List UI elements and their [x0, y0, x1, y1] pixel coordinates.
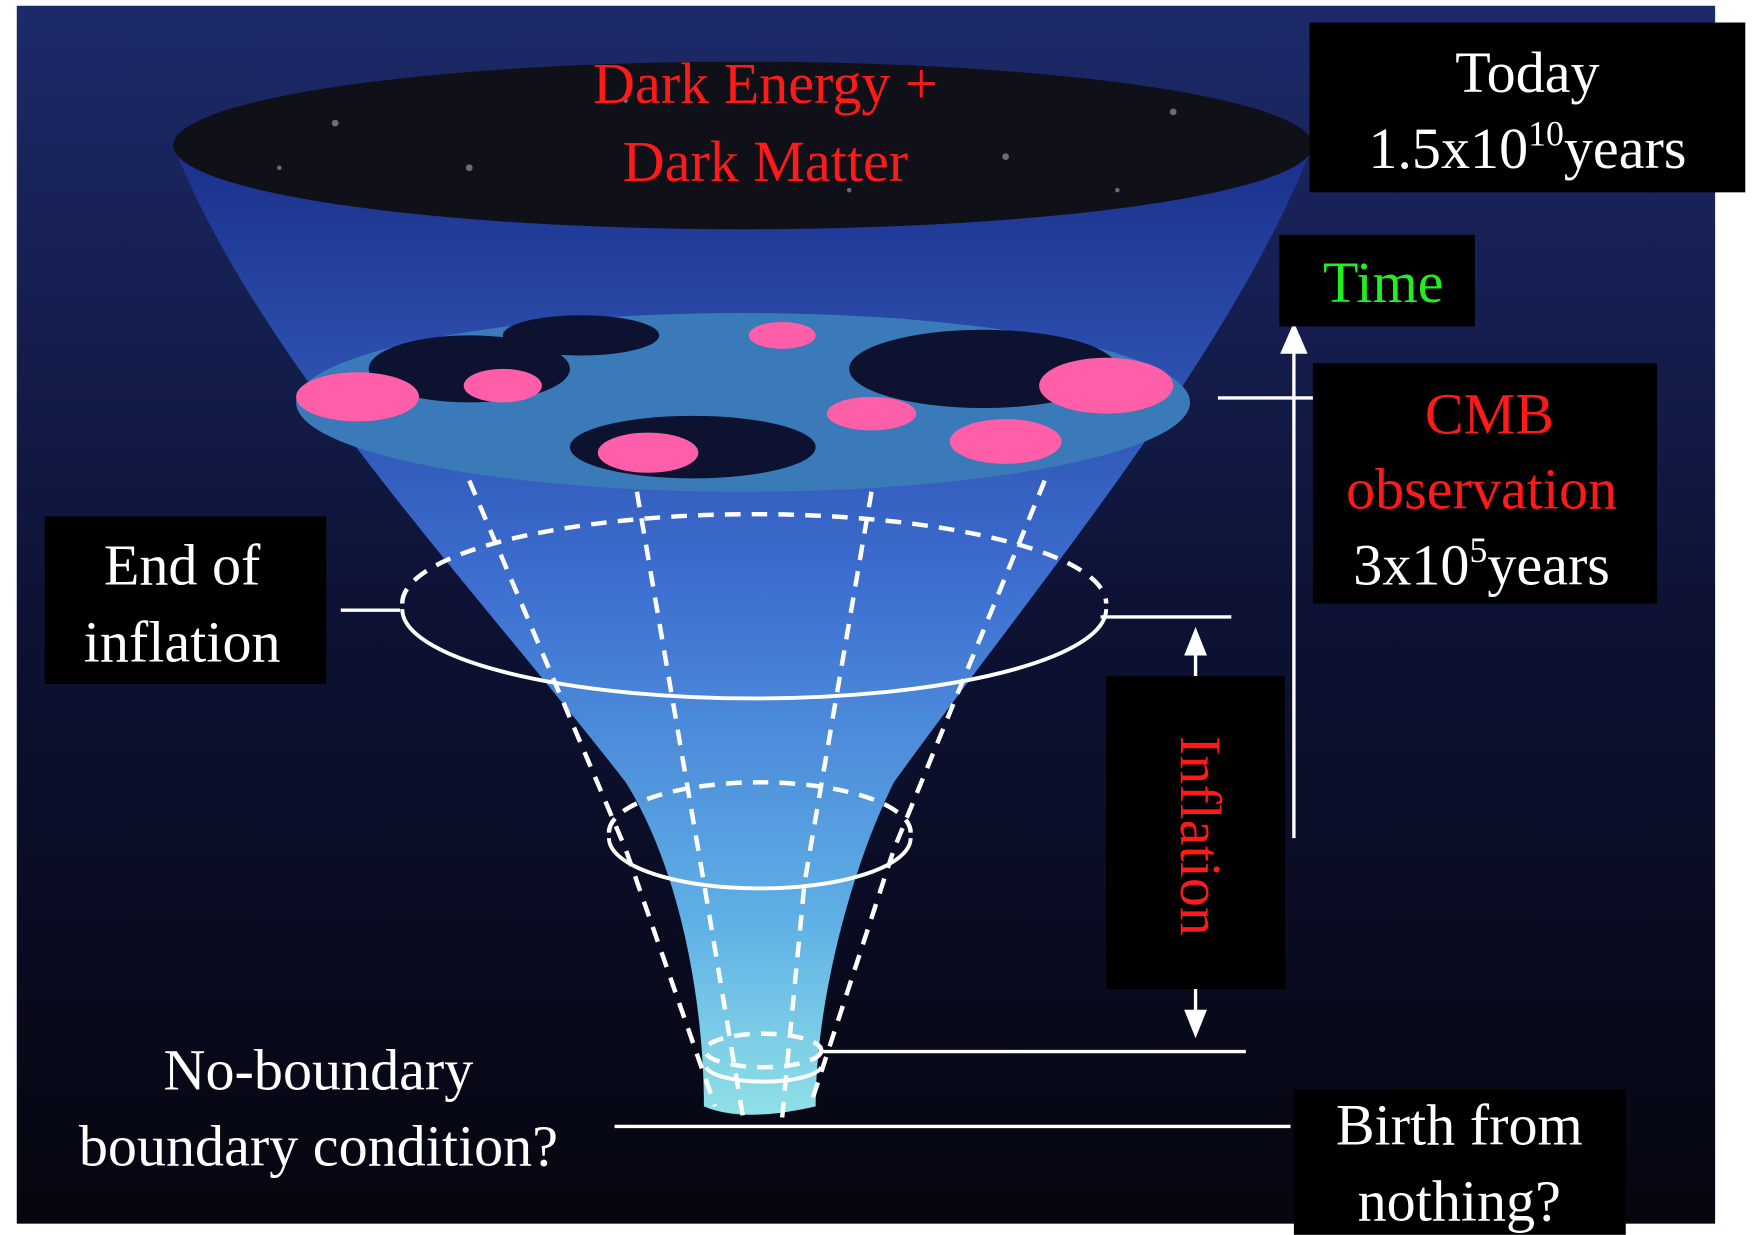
cmb-label: CMB: [1425, 382, 1554, 447]
cmb-label: observation: [1346, 457, 1617, 522]
end-inflation-label: inflation: [84, 610, 281, 675]
time-label: Time: [1323, 250, 1444, 315]
age-exponent: 10: [1528, 113, 1564, 153]
age-unit: years: [1564, 116, 1687, 181]
no-boundary-label: No-boundary: [164, 1038, 474, 1103]
inflation-label: Inflation: [1168, 736, 1233, 936]
diagram: Dark Energy + Dark Matter Today 1.5x1010…: [0, 0, 1752, 1235]
end-inflation-label: End of: [104, 533, 261, 598]
today-age: 1.5x1010years: [1368, 113, 1686, 180]
top-label: Dark Matter: [623, 129, 909, 194]
today-title: Today: [1455, 40, 1599, 105]
age-exponent: 5: [1469, 530, 1487, 570]
birth-label: Birth from: [1336, 1092, 1583, 1157]
age-base: 3x10: [1353, 533, 1469, 598]
birth-label: nothing?: [1358, 1168, 1561, 1233]
no-boundary-label: boundary condition?: [79, 1114, 558, 1179]
age-base: 1.5x10: [1368, 116, 1528, 181]
top-label: Dark Energy +: [593, 51, 938, 116]
age-unit: years: [1487, 533, 1610, 598]
